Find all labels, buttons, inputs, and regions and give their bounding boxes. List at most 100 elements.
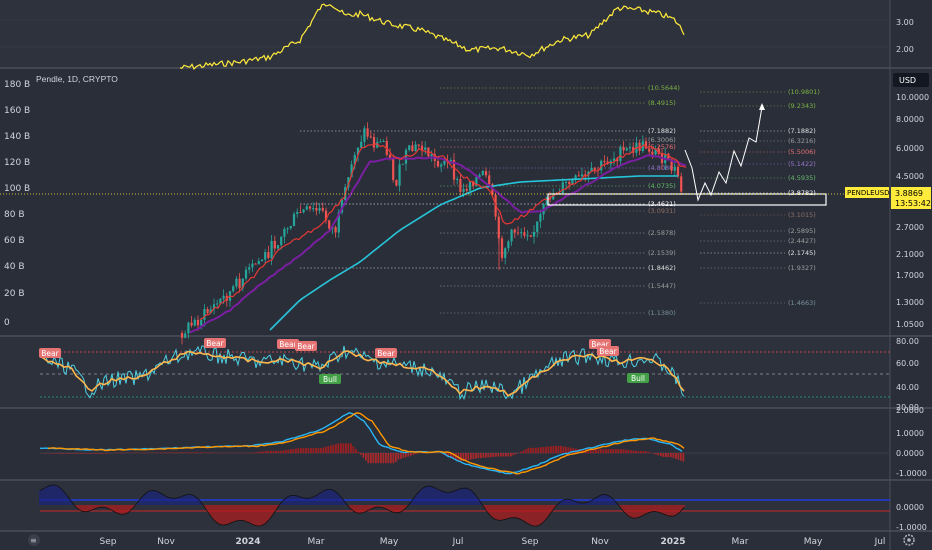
macd-axis-label[interactable]: 0.0000 xyxy=(896,449,924,458)
price-axis-label[interactable]: 10.0000 xyxy=(896,93,929,102)
fib-retracement-right[interactable]: (10.9801) (9.2343) (7.1882) (6.3216) (5.5006… xyxy=(700,88,820,307)
fib-level-label: (1.5447) xyxy=(648,282,676,290)
svg-text:Bull: Bull xyxy=(323,375,337,384)
currency-badge[interactable]: USD xyxy=(899,76,916,85)
moving-average-200 xyxy=(269,175,678,331)
volume-axis-label[interactable]: 40 B xyxy=(4,262,25,272)
volume-axis-label[interactable]: 0 xyxy=(4,318,10,328)
fib-level-label: (1.8462) xyxy=(648,264,676,272)
svg-text:Bear: Bear xyxy=(377,349,395,358)
bear-signal-badge[interactable]: Bear xyxy=(204,338,226,348)
time-label[interactable]: Nov xyxy=(157,537,175,547)
rsi-panel[interactable] xyxy=(0,337,890,407)
gear-icon[interactable] xyxy=(903,534,915,546)
svg-text:Bear: Bear xyxy=(206,339,224,348)
currency-badge-bg[interactable] xyxy=(893,73,929,87)
bear-signal-badge[interactable]: Bear xyxy=(39,348,61,358)
time-label[interactable]: Mar xyxy=(308,537,325,547)
oscillator-axis-label[interactable]: 0.0000 xyxy=(896,503,924,512)
price-axis-label[interactable]: 1.0500 xyxy=(896,320,924,329)
time-label[interactable]: Mar xyxy=(732,537,749,547)
rsi-axis-label[interactable]: 80.00 xyxy=(896,337,919,346)
symbol-tag-bg xyxy=(845,187,889,198)
time-label[interactable]: May xyxy=(380,537,399,547)
time-axis[interactable]: Sep Nov 2024 Mar May Jul Sep Nov 2025 Mar May Jul xyxy=(100,537,886,547)
top-axis-label[interactable]: 3.00 xyxy=(896,18,914,27)
tv-logo-icon[interactable]: ≡ xyxy=(28,534,40,546)
price-axis-label[interactable]: 8.0000 xyxy=(896,115,924,124)
fib-level-label: (8.4915) xyxy=(648,99,676,107)
volume-axis-label[interactable]: 20 B xyxy=(4,289,25,299)
fib-level-label: (6.3006) xyxy=(648,136,676,144)
fib-level-label: (3.0931) xyxy=(648,207,676,215)
volume-axis-label[interactable]: 80 B xyxy=(4,210,25,220)
symbol-title[interactable]: Pendle, 1D, CRYPTO xyxy=(36,74,118,84)
volume-axis-label[interactable]: 160 B xyxy=(4,106,30,116)
bear-signal-badge[interactable]: Bear xyxy=(375,348,397,358)
price-axis-label[interactable]: 2.7000 xyxy=(896,223,924,232)
rsi-axis-label[interactable]: 40.00 xyxy=(896,383,919,392)
time-label[interactable]: Nov xyxy=(591,537,609,547)
volume-axis-label[interactable]: 120 B xyxy=(4,158,30,168)
projection-arrow-icon xyxy=(759,103,765,110)
volume-axis-label[interactable]: 180 B xyxy=(4,80,30,90)
top-panel xyxy=(0,0,890,68)
svg-text:Bear: Bear xyxy=(41,349,59,358)
fib-level-label: (6.3216) xyxy=(788,137,816,145)
price-axis-label[interactable]: 1.7000 xyxy=(896,271,924,280)
oscillator-indicator xyxy=(39,484,890,527)
fib-level-label: (10.5644) xyxy=(648,84,680,92)
time-label[interactable]: May xyxy=(804,537,823,547)
time-label[interactable]: Sep xyxy=(100,537,117,547)
fib-level-label: (2.1745) xyxy=(788,249,816,257)
macd-axis-label[interactable]: 2.0000 xyxy=(896,406,924,415)
fib-level-label: (2.5878) xyxy=(648,229,676,237)
fib-level-label: (3.4621) xyxy=(648,200,676,208)
fib-level-label: (7.1882) xyxy=(788,127,816,135)
fib-level-label: (5.1422) xyxy=(788,160,816,168)
time-label[interactable]: 2024 xyxy=(235,537,260,547)
volume-axis-label[interactable]: 60 B xyxy=(4,236,25,246)
volume-axis-label[interactable]: 100 B xyxy=(4,184,30,194)
top-grid xyxy=(0,19,890,48)
svg-text:Bear: Bear xyxy=(297,342,315,351)
svg-text:Bear: Bear xyxy=(279,340,297,349)
volume-axis-label[interactable]: 140 B xyxy=(4,132,30,142)
macd-panel[interactable] xyxy=(0,409,890,479)
rsi-axis-label[interactable]: 20.00 xyxy=(896,403,919,412)
bear-signal-badge[interactable]: Bear xyxy=(295,341,317,351)
svg-text:Bear: Bear xyxy=(591,340,609,349)
time-label[interactable]: Sep xyxy=(522,537,539,547)
bull-signal-badge[interactable]: Bull xyxy=(627,373,649,383)
top-axis-label[interactable]: 2.00 xyxy=(896,45,914,54)
svg-text:≡: ≡ xyxy=(30,536,37,545)
price-axis-label[interactable]: 1.3000 xyxy=(896,298,924,307)
price-axis-label[interactable]: 4.5000 xyxy=(896,172,924,181)
bull-signal-badge[interactable]: Bull xyxy=(319,374,341,384)
bear-signal-badge[interactable]: Bear xyxy=(277,339,299,349)
projection-path[interactable] xyxy=(684,106,763,202)
macd-axis-label[interactable]: -1.0000 xyxy=(896,469,927,478)
oscillator-axis-label[interactable]: -1.0000 xyxy=(896,523,927,532)
moving-average-50 xyxy=(189,154,687,334)
time-label[interactable]: 2025 xyxy=(660,537,685,547)
time-label[interactable]: Jul xyxy=(874,537,886,547)
oscillator-panel[interactable] xyxy=(0,481,890,531)
svg-text:Bull: Bull xyxy=(631,374,645,383)
fib-retracement-left[interactable]: (10.5644) (8.4915) (7.1882)(6.3006)(5.2576… xyxy=(300,84,680,317)
fib-level-label: (3.1015) xyxy=(788,211,816,219)
price-line-mini xyxy=(179,3,685,70)
fib-level-label: (4.5935) xyxy=(788,174,816,182)
fib-level-label: (5.2576) xyxy=(648,143,676,151)
fib-level-label: (4.0735) xyxy=(648,182,676,190)
fib-level-label: (3.8782) xyxy=(788,189,816,197)
macd-axis-label[interactable]: 1.0000 xyxy=(896,429,924,438)
price-axis-label[interactable]: 2.1000 xyxy=(896,250,924,259)
time-label[interactable]: Jul xyxy=(452,537,464,547)
price-axis-label[interactable]: 6.0000 xyxy=(896,144,924,153)
fib-level-label: (1.4663) xyxy=(788,299,816,307)
bear-signal-badge[interactable]: Bear xyxy=(597,346,619,356)
rsi-axis-label[interactable]: 60.00 xyxy=(896,359,919,368)
